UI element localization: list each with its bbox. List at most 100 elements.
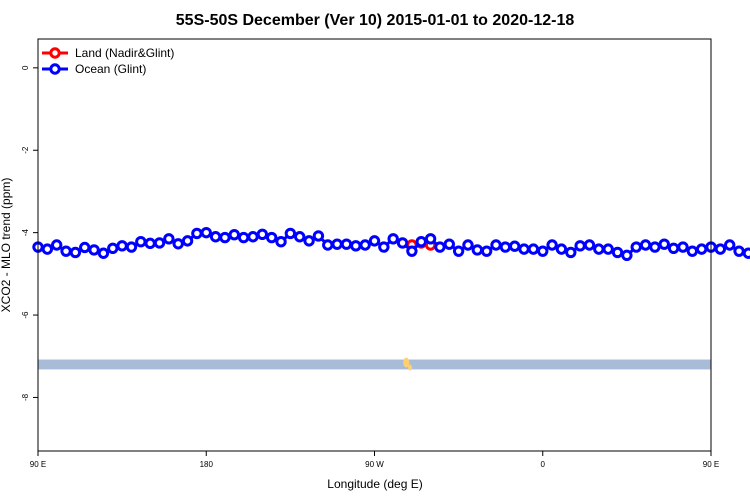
- data-point: [153, 237, 166, 249]
- data-point: [602, 243, 614, 255]
- data-point: [415, 236, 427, 248]
- data-point: [209, 231, 222, 243]
- data-point: [181, 235, 194, 247]
- x-tick-label: 90 E: [30, 460, 46, 469]
- data-point: [359, 239, 371, 251]
- y-tick-label: 0: [21, 65, 30, 70]
- data-point: [200, 226, 212, 239]
- data-point: [443, 238, 455, 250]
- data-point: [546, 239, 558, 251]
- legend-swatch-marker: [49, 63, 61, 75]
- data-point: [219, 231, 231, 244]
- data-point: [434, 241, 446, 253]
- data-point: [69, 246, 82, 259]
- x-tick-label: 90 W: [365, 460, 384, 469]
- data-point: [518, 243, 530, 255]
- data-point: [723, 239, 736, 251]
- data-point: [163, 233, 175, 245]
- chart-title: 55S-50S December (Ver 10) 2015-01-01 to …: [176, 12, 575, 29]
- data-point: [658, 238, 670, 250]
- y-tick-label: -2: [21, 146, 30, 154]
- x-tick-label: 180: [200, 460, 214, 469]
- data-point: [247, 231, 259, 243]
- data-point: [462, 239, 474, 251]
- data-point: [116, 240, 128, 252]
- data-point: [60, 245, 72, 257]
- data-point: [639, 239, 652, 251]
- data-point: [191, 227, 203, 240]
- data-point: [565, 246, 577, 259]
- data-point: [574, 240, 586, 252]
- data-point: [256, 228, 269, 240]
- data-point: [284, 227, 297, 240]
- data-point: [88, 244, 100, 256]
- y-tick-label: -6: [21, 311, 30, 319]
- legend: Land (Nadir&Glint) Ocean (Glint): [42, 46, 174, 76]
- data-point: [537, 245, 549, 257]
- data-point: [50, 239, 63, 251]
- data-point: [172, 238, 184, 250]
- data-point: [471, 244, 484, 256]
- data-point: [630, 241, 642, 253]
- data-point: [331, 238, 343, 250]
- map-land-mark: [408, 364, 413, 371]
- series-layer: [32, 226, 750, 262]
- data-point: [406, 245, 418, 257]
- data-point: [340, 238, 353, 250]
- data-point: [396, 237, 409, 249]
- data-point: [41, 243, 54, 255]
- data-point: [714, 243, 727, 255]
- y-tick-label: -8: [21, 393, 30, 401]
- y-tick-label: -4: [21, 229, 30, 237]
- data-point: [649, 241, 661, 253]
- data-point: [303, 235, 315, 247]
- data-point: [424, 233, 437, 245]
- data-point: [368, 235, 381, 247]
- data-point: [237, 231, 250, 244]
- y-axis-label: XCO2 - MLO trend (ppm): [0, 178, 13, 313]
- data-point: [97, 247, 110, 259]
- data-point: [294, 231, 306, 243]
- legend-swatch-marker: [49, 47, 61, 59]
- data-point: [275, 236, 287, 248]
- map-ocean-strip: [38, 359, 711, 370]
- data-point: [686, 245, 699, 257]
- data-point: [79, 241, 91, 254]
- data-point: [452, 245, 465, 257]
- data-point: [387, 233, 399, 245]
- data-point: [125, 241, 138, 253]
- data-point: [499, 241, 512, 253]
- map-land-mark: [403, 357, 410, 368]
- data-point: [677, 241, 689, 253]
- data-point: [733, 245, 745, 257]
- data-point: [611, 246, 624, 259]
- y-axis: 0 -2 -4 -6 -8: [21, 65, 38, 401]
- map-band: [38, 357, 711, 371]
- data-point: [490, 239, 502, 251]
- x-tick-label: 90 E: [703, 460, 719, 469]
- data-point: [350, 240, 362, 252]
- data-point: [144, 237, 156, 250]
- data-point: [583, 239, 596, 251]
- data-point: [667, 242, 680, 254]
- data-point: [480, 245, 493, 257]
- x-axis-label: Longitude (deg E): [327, 477, 422, 491]
- data-point: [107, 242, 119, 254]
- data-point: [322, 239, 334, 251]
- data-point: [527, 243, 540, 255]
- legend-label: Ocean (Glint): [75, 62, 146, 76]
- legend-label: Land (Nadir&Glint): [75, 46, 174, 60]
- data-point: [555, 243, 568, 255]
- data-point: [312, 230, 325, 242]
- data-point: [621, 249, 633, 262]
- data-point: [509, 240, 521, 252]
- data-point: [742, 247, 750, 259]
- data-point: [695, 243, 708, 255]
- x-tick-label: 0: [541, 460, 546, 469]
- data-point: [228, 229, 240, 241]
- data-point: [593, 243, 605, 255]
- data-point: [135, 236, 147, 248]
- data-point: [378, 241, 390, 253]
- x-axis: 90 E 180 90 W 0 90 E: [30, 451, 719, 469]
